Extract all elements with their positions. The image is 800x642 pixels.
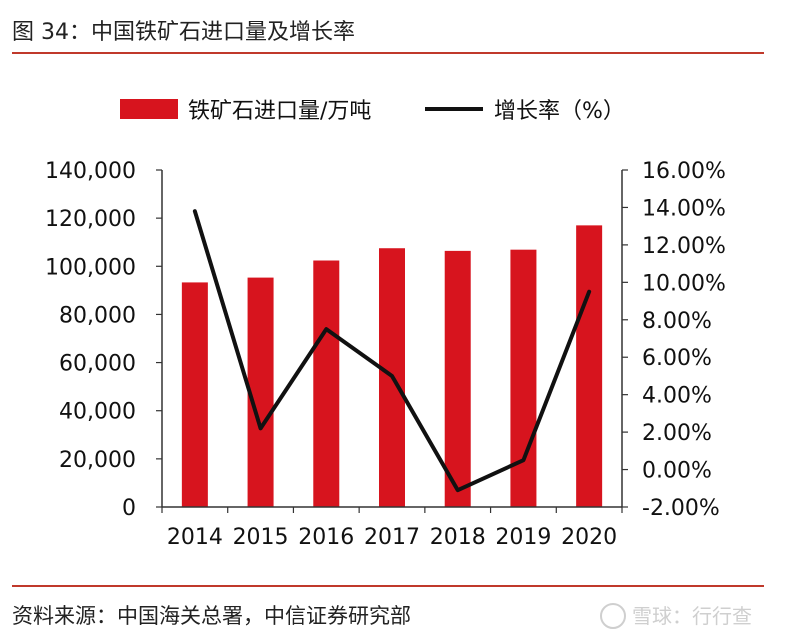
bar [313,260,340,507]
figure-title: 图 34：中国铁矿石进口量及增长率 [12,20,355,45]
bar [444,250,471,507]
legend-bar-swatch [120,99,178,119]
legend: 铁矿石进口量/万吨 增长率（%） [120,99,625,124]
right-tick-label: 4.00% [642,384,712,409]
x-tick-label: 2016 [298,525,354,550]
bar [181,282,208,507]
right-tick-label: 10.00% [642,271,726,296]
left-tick-label: 20,000 [59,448,136,473]
bar-series [181,225,603,507]
left-tick-label: 0 [122,496,136,521]
source-note: 资料来源：中国海关总署，中信证券研究部 [12,604,411,628]
left-tick-label: 80,000 [59,303,136,328]
left-tick-label: 100,000 [45,255,136,280]
right-tick-label: 8.00% [642,309,712,334]
left-axis: 0 20,000 40,000 60,000 80,000 100,000 120,000 1… [45,159,163,521]
x-tick-label: 2018 [430,525,486,550]
right-tick-label: 14.00% [642,196,726,221]
x-tick-label: 2017 [364,525,420,550]
right-tick-label: 2.00% [642,421,712,446]
bar [576,225,603,507]
right-axis: -2.00% 0.00% 2.00% 4.00% 6.00% 8.00% 10.00% 12.… [621,159,726,521]
legend-line-label: 增长率（%） [494,99,625,124]
watermark: 雪球：行行查 [600,600,752,631]
snowball-logo-icon [600,602,626,629]
x-axis: 2014 2015 2016 2017 2018 2019 2020 [161,506,623,550]
x-tick-label: 2015 [233,525,289,550]
chart: 铁矿石进口量/万吨 增长率（%） 0 20,000 40,000 60,000 80,00… [45,99,726,550]
left-tick-label: 60,000 [59,352,136,377]
right-tick-label: -2.00% [642,496,720,521]
left-tick-label: 40,000 [59,400,136,425]
watermark-text: 雪球：行行查 [632,604,752,628]
left-tick-label: 120,000 [45,207,136,232]
x-tick-label: 2020 [561,525,617,550]
bar [510,249,537,507]
source-divider [12,585,764,587]
right-tick-label: 12.00% [642,234,726,259]
left-tick-label: 140,000 [45,159,136,184]
legend-bar-label: 铁矿石进口量/万吨 [188,99,371,124]
title-divider [12,52,764,54]
bar [247,277,274,507]
right-tick-label: 16.00% [642,159,726,184]
x-tick-label: 2019 [495,525,551,550]
line-series [192,209,592,493]
x-tick-label: 2014 [167,525,223,550]
right-tick-label: 6.00% [642,346,712,371]
right-tick-label: 0.00% [642,459,712,484]
